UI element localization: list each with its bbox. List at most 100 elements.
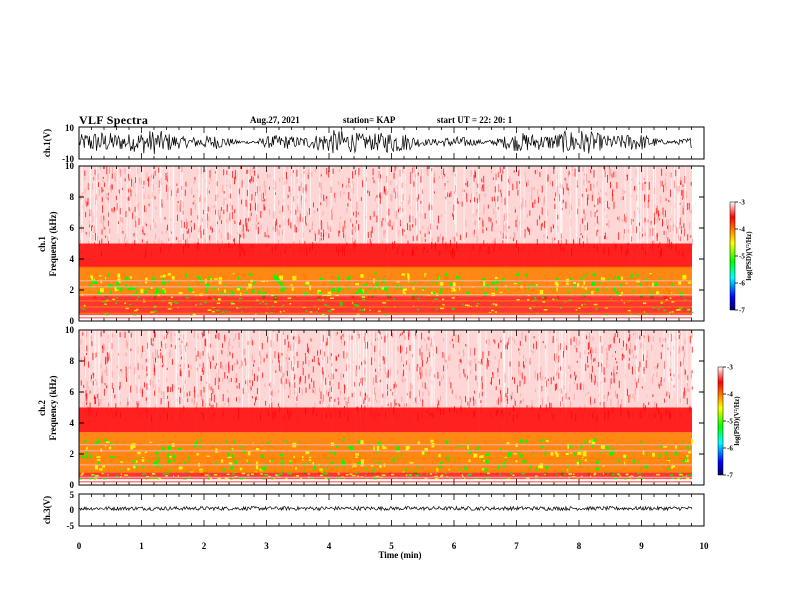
spectrogram-speckle-low	[323, 314, 326, 316]
spectrogram-speckle	[424, 233, 426, 238]
spectrogram-speckle	[264, 206, 266, 211]
spectrogram-speckle-green	[150, 287, 153, 289]
spectrogram-speckle	[665, 391, 667, 394]
spectrogram-speckle-green	[623, 282, 626, 286]
spectrogram-speckle	[494, 356, 496, 360]
spectrogram-speckle	[313, 380, 315, 388]
spectrogram-speckle	[254, 196, 256, 204]
spectrogram-streak	[363, 166, 365, 250]
spectrogram-speckle-low	[120, 473, 123, 475]
spectrogram-speckle-low	[152, 473, 156, 475]
spectrogram-streak	[345, 330, 347, 406]
spectrogram-streak	[558, 166, 560, 241]
spectrogram-speckle	[623, 229, 625, 234]
spectrogram-speckle	[234, 214, 236, 221]
spectrogram-speckle	[358, 334, 360, 339]
spectrogram-streak	[433, 330, 435, 406]
spectrogram-speckle-green	[136, 463, 138, 469]
spectrogram-speckle-green	[227, 456, 232, 459]
spectrogram-speckle	[234, 376, 236, 383]
spectrogram-speckle	[121, 226, 123, 234]
spectrogram-speckle	[107, 352, 109, 357]
spectrogram-streak	[217, 330, 219, 438]
spectrogram-speckle-low	[559, 307, 562, 309]
spectrogram-speckle	[146, 240, 148, 245]
spectrogram-speckle	[150, 224, 151, 231]
spectrogram-speckle	[662, 219, 663, 227]
spectrogram-speckle	[635, 168, 637, 173]
spectrogram-speckle	[562, 199, 564, 203]
spectrogram-speckle	[484, 193, 486, 198]
spectrogram-speckle	[386, 384, 388, 390]
spectrogram-speckle-green	[637, 461, 640, 463]
spectrogram-speckle	[468, 362, 470, 366]
spectrogram-speckle	[568, 171, 570, 175]
spectrogram-speckle-low	[390, 473, 395, 476]
spectrogram-streak	[381, 330, 383, 436]
spectrogram-speckle	[88, 241, 90, 245]
spectrogram-speckle-low	[323, 472, 327, 475]
spectrogram-speckle-low	[602, 473, 605, 475]
spectrogram-speckle-green	[196, 275, 200, 279]
spectrogram-speckle-green	[491, 281, 495, 286]
spectrogram-speckle-green	[624, 461, 626, 465]
spectrogram-speckle-green	[294, 291, 297, 295]
spectrogram-speckle	[450, 191, 452, 197]
spectrogram-speckle	[257, 222, 259, 225]
spectrogram-speckle-green	[96, 439, 99, 441]
spectrogram-speckle	[417, 172, 419, 176]
spectrogram-speckle-green	[134, 447, 138, 448]
spectrogram-speckle	[144, 205, 146, 213]
spectrogram-streak	[237, 166, 239, 266]
spectrogram-speckle	[334, 195, 336, 203]
spectrogram-speckle	[329, 387, 331, 393]
spectrogram-speckle-low	[112, 298, 115, 301]
spectrogram-speckle	[153, 172, 154, 176]
spectrogram-streak	[386, 166, 388, 244]
spectrogram-speckle	[128, 366, 130, 369]
spectrogram-speckle	[587, 194, 589, 200]
spectrogram-speckle	[401, 332, 403, 335]
spectrogram-speckle	[168, 401, 169, 408]
spectrogram-speckle	[287, 379, 289, 384]
spectrogram-speckle	[118, 221, 119, 224]
spectrogram-speckle	[110, 184, 112, 193]
spectrogram-speckle-low	[204, 301, 207, 304]
spectrogram-speckle	[669, 239, 671, 248]
spectrogram-speckle	[664, 179, 666, 186]
spectrogram-speckle	[306, 211, 308, 217]
spectrogram-speckle	[312, 389, 314, 393]
spectrogram-speckle-green	[99, 468, 103, 471]
spectrogram-speckle	[91, 341, 93, 347]
spectrogram-speckle	[512, 376, 513, 380]
spectrogram-speckle	[301, 202, 303, 209]
spectrogram-speckle-green	[140, 288, 144, 294]
spectrogram-speckle	[547, 396, 549, 402]
spectrogram-streak	[81, 166, 82, 248]
spectrogram-speckle	[155, 358, 156, 363]
spectrogram-speckle	[253, 363, 255, 367]
spectrogram-speckle	[516, 224, 518, 232]
spectrogram-speckle	[519, 221, 521, 225]
spectrogram-speckle	[381, 220, 383, 227]
spectrogram-speckle	[228, 399, 230, 407]
spectrogram-speckle	[155, 207, 157, 210]
x-tick-label: 9	[639, 541, 644, 551]
ch3-waveform-trace	[78, 505, 693, 512]
spectrogram-speckle	[177, 201, 179, 204]
spectrogram-speckle	[329, 331, 331, 339]
spectrogram-speckle	[148, 180, 150, 187]
spectrogram-speckle	[267, 229, 269, 234]
spectrogram-speckle	[446, 176, 448, 179]
spectrogram-speckle	[379, 364, 381, 367]
spectrogram-speckle	[243, 232, 245, 239]
spectrogram-speckle-low	[690, 474, 693, 476]
spectrogram-speckle	[388, 208, 390, 216]
spectrogram-speckle	[142, 230, 144, 235]
spectrogram-speckle-green	[519, 439, 523, 444]
spectrogram-speckle	[244, 349, 246, 355]
spectrogram-speckle	[501, 173, 503, 182]
spectrogram-speckle	[279, 178, 281, 182]
spectrogram-streak	[644, 330, 646, 383]
ch2-colorbar-tick-label: -4	[727, 391, 733, 399]
